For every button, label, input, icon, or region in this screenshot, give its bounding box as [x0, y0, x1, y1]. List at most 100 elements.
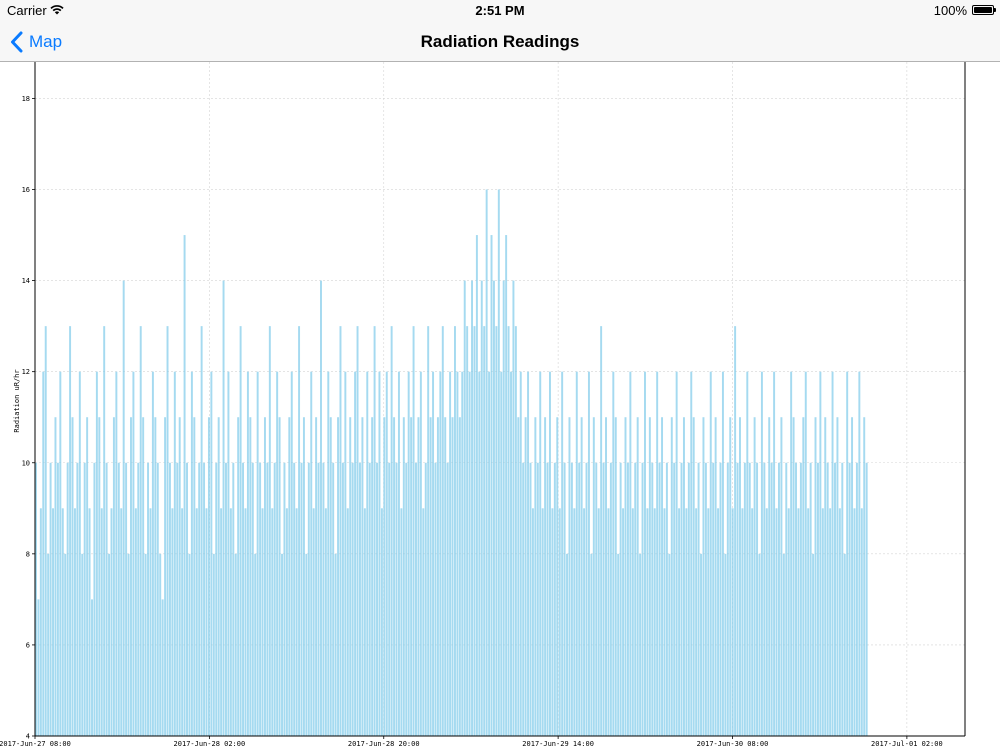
reading-bar: [756, 462, 759, 736]
reading-bar: [424, 462, 427, 736]
back-button[interactable]: Map: [10, 29, 62, 55]
reading-bar: [743, 462, 746, 736]
reading-bar: [739, 417, 741, 736]
reading-bar: [760, 371, 763, 736]
reading-bar: [417, 417, 420, 736]
reading-bar: [456, 371, 459, 736]
reading-bar: [792, 417, 795, 736]
reading-bar: [865, 462, 868, 736]
reading-bar: [380, 508, 383, 736]
reading-bar: [378, 371, 381, 736]
reading-bar: [276, 371, 279, 736]
reading-bar: [49, 462, 52, 736]
reading-bar: [799, 462, 802, 736]
radiation-chart: 2017-Jun-27 08:00 2017-Jun-28 02:00 2017-J…: [0, 62, 966, 748]
reading-bar: [317, 462, 320, 736]
reading-bar: [768, 417, 771, 736]
reading-bar: [232, 462, 235, 736]
reading-bar: [648, 417, 651, 736]
reading-bar: [461, 371, 464, 736]
reading-bar: [500, 371, 503, 736]
reading-bar: [619, 462, 622, 736]
reading-bar: [534, 417, 537, 736]
reading-bar: [824, 417, 827, 736]
reading-bar: [188, 553, 191, 736]
reading-bar: [178, 417, 181, 736]
reading-bar: [600, 326, 603, 736]
reading-bar: [527, 371, 530, 736]
reading-bar: [561, 371, 564, 736]
reading-bar: [171, 508, 174, 736]
reading-bar: [782, 553, 785, 736]
chart-series: [35, 189, 868, 737]
reading-bar: [225, 462, 227, 736]
reading-bar: [651, 462, 654, 736]
reading-bar: [222, 280, 225, 736]
reading-bar: [412, 326, 415, 736]
reading-bar: [726, 462, 729, 736]
reading-bar: [39, 508, 42, 736]
reading-bar: [695, 508, 698, 736]
reading-bar: [125, 462, 128, 736]
reading-bar: [746, 371, 749, 736]
reading-bar: [834, 462, 836, 736]
carrier-label: Carrier: [7, 3, 47, 18]
reading-bar: [298, 326, 301, 736]
x-tick-label: 2017-Jun-28 02:00: [174, 740, 246, 748]
reading-bar: [195, 508, 198, 736]
reading-bar: [795, 462, 797, 736]
reading-bar: [644, 371, 646, 736]
reading-bar: [290, 371, 293, 736]
reading-bar: [422, 508, 425, 736]
reading-bar: [122, 280, 125, 736]
y-axis-ticks: 4 6 8 10 12 14 16 18: [22, 95, 35, 741]
reading-bar: [251, 462, 254, 736]
reading-bar: [583, 508, 586, 736]
reading-bar: [278, 417, 281, 736]
reading-bar: [410, 417, 413, 736]
reading-bar: [709, 371, 712, 736]
reading-bar: [358, 462, 361, 736]
reading-bar: [329, 417, 332, 736]
reading-bar: [573, 508, 576, 736]
reading-bar: [322, 462, 325, 736]
x-tick-label: 2017-Jul-01 02:00: [871, 740, 943, 748]
reading-bar: [617, 553, 620, 736]
reading-bar: [702, 417, 705, 736]
battery-percent: 100%: [933, 3, 967, 18]
y-axis-title: Radiation uR/hr: [13, 369, 21, 432]
reading-bar: [575, 371, 578, 736]
reading-bar: [505, 235, 508, 737]
reading-bar: [843, 553, 846, 736]
reading-bar: [337, 417, 340, 736]
reading-bar: [466, 326, 469, 736]
reading-bar: [478, 371, 481, 736]
y-tick-label: 8: [26, 550, 30, 558]
reading-bar: [205, 508, 208, 736]
reading-bar: [320, 280, 322, 736]
reading-bar: [117, 462, 120, 736]
reading-bar: [656, 371, 659, 736]
reading-bar: [405, 462, 408, 736]
reading-bar: [821, 508, 824, 736]
reading-bar: [473, 326, 476, 736]
y-tick-label: 10: [22, 459, 30, 467]
reading-bar: [266, 462, 269, 736]
reading-bar: [249, 417, 252, 736]
reading-bar: [675, 371, 678, 736]
reading-bar: [751, 508, 754, 736]
clock: 2:51 PM: [475, 3, 525, 18]
reading-bar: [624, 417, 627, 736]
reading-bar: [354, 371, 357, 736]
reading-bar: [47, 553, 50, 736]
reading-bar: [585, 462, 588, 736]
reading-bar: [105, 462, 108, 736]
reading-bar: [385, 371, 388, 736]
reading-bar: [536, 462, 539, 736]
reading-bar: [541, 508, 544, 736]
reading-bar: [244, 508, 247, 736]
reading-bar: [549, 371, 551, 736]
reading-bar: [312, 508, 315, 736]
reading-bar: [168, 462, 171, 736]
reading-bar: [471, 280, 473, 736]
